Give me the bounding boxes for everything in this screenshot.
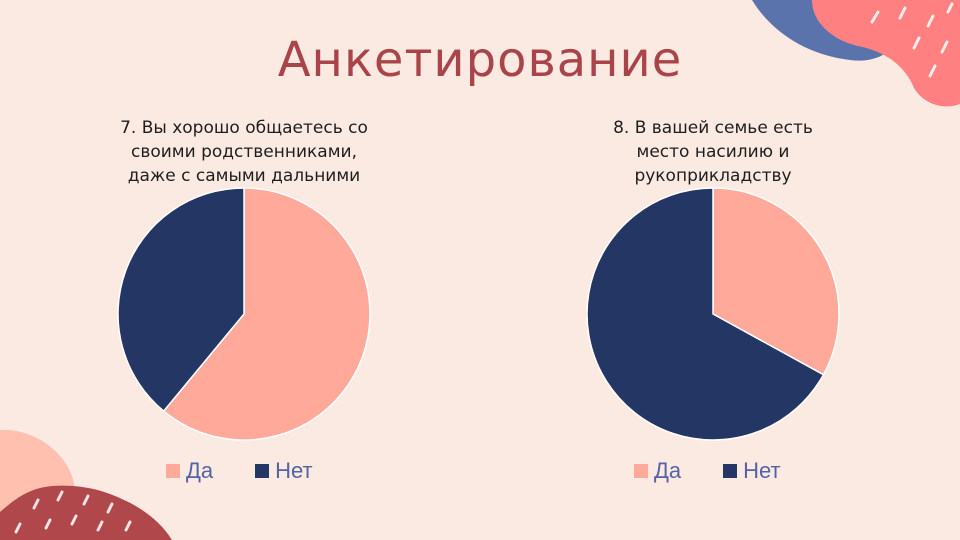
chart-1-slice-yes	[162, 187, 371, 441]
chart-2-legend-item-no: Нет	[723, 458, 781, 484]
chart-1-title-line-2: своими родственниками,	[130, 142, 357, 162]
slide-title: Анкетирование	[277, 32, 683, 88]
chart-2-title: 8. В вашей семье есть место насилию и ру…	[563, 116, 863, 188]
chart-1-legend-item-no: Нет	[255, 458, 313, 484]
chart-1-legend-swatch-yes	[166, 464, 180, 478]
chart-2-title-line-3: рукоприкладству	[634, 166, 792, 186]
chart-1-legend: Да Нет	[166, 458, 313, 484]
deco-dashes-bottom	[14, 490, 132, 534]
chart-2-slice-no	[586, 187, 825, 441]
chart-1-legend-swatch-no	[255, 464, 270, 478]
chart-1-slice-no	[117, 187, 245, 413]
chart-1-title: 7. Вы хорошо общаетесь со своими родстве…	[94, 116, 394, 188]
deco-blob-coral	[812, 0, 960, 107]
chart-2-legend-swatch-yes	[634, 464, 648, 478]
chart-1-title-line-1: 7. Вы хорошо общаетесь со	[120, 118, 368, 138]
chart-1-title-line-3: даже с самыми дальними	[127, 166, 361, 186]
chart-1-legend-item-yes: Да	[166, 458, 213, 484]
deco-dashes-top	[870, 2, 954, 78]
chart-1-legend-label-no: Нет	[275, 458, 313, 483]
chart-2-legend-label-no: Нет	[743, 458, 781, 483]
chart-2-title-line-2: место насилию и	[636, 142, 790, 162]
chart-1-legend-label-yes: Да	[186, 458, 214, 483]
chart-2-legend-item-yes: Да	[634, 458, 681, 484]
chart-2-legend-label-yes: Да	[654, 458, 682, 483]
chart-2-legend: Да Нет	[634, 458, 781, 484]
chart-2-title-line-1: 8. В вашей семье есть	[613, 118, 813, 138]
chart-2-slice-yes	[712, 187, 840, 376]
chart-2-legend-swatch-no	[723, 464, 738, 478]
